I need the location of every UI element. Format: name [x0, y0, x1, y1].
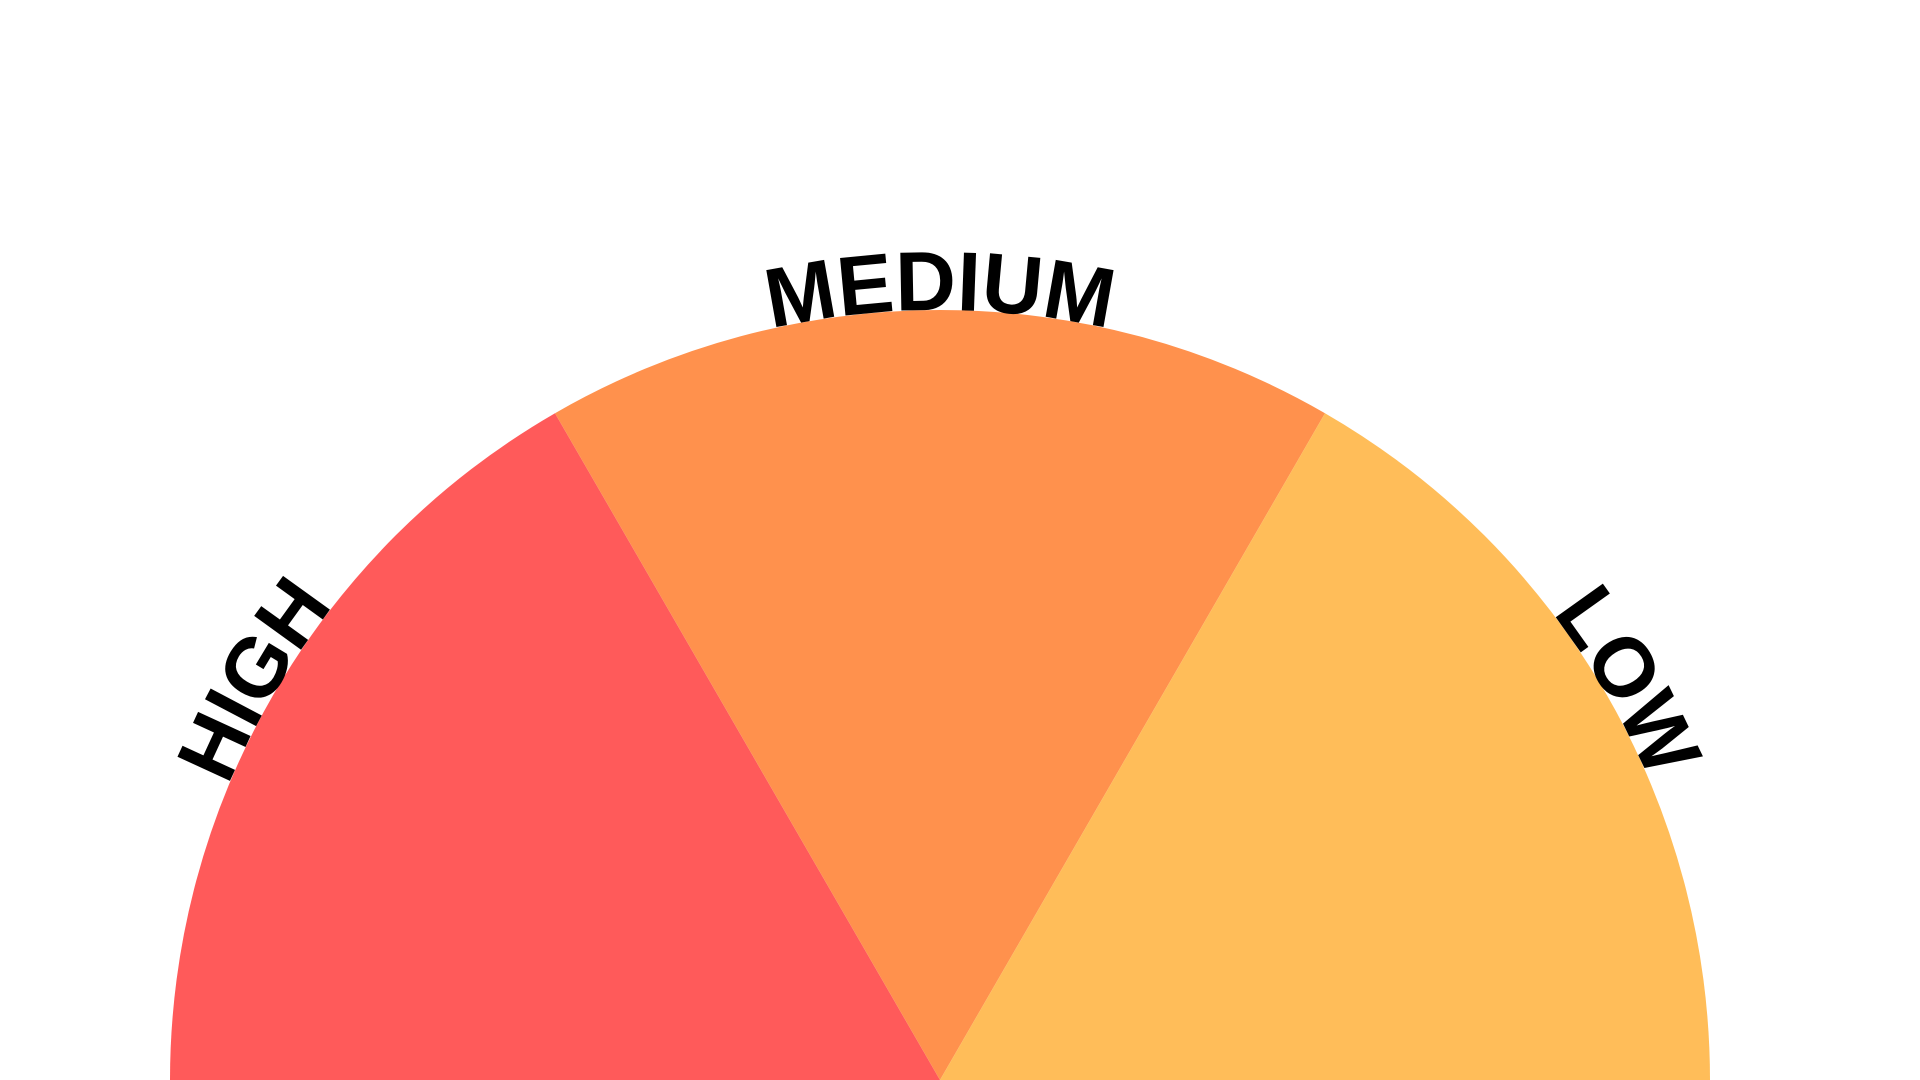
gauge-diagram: HIGH MEDIUM LOW [0, 0, 1920, 1080]
